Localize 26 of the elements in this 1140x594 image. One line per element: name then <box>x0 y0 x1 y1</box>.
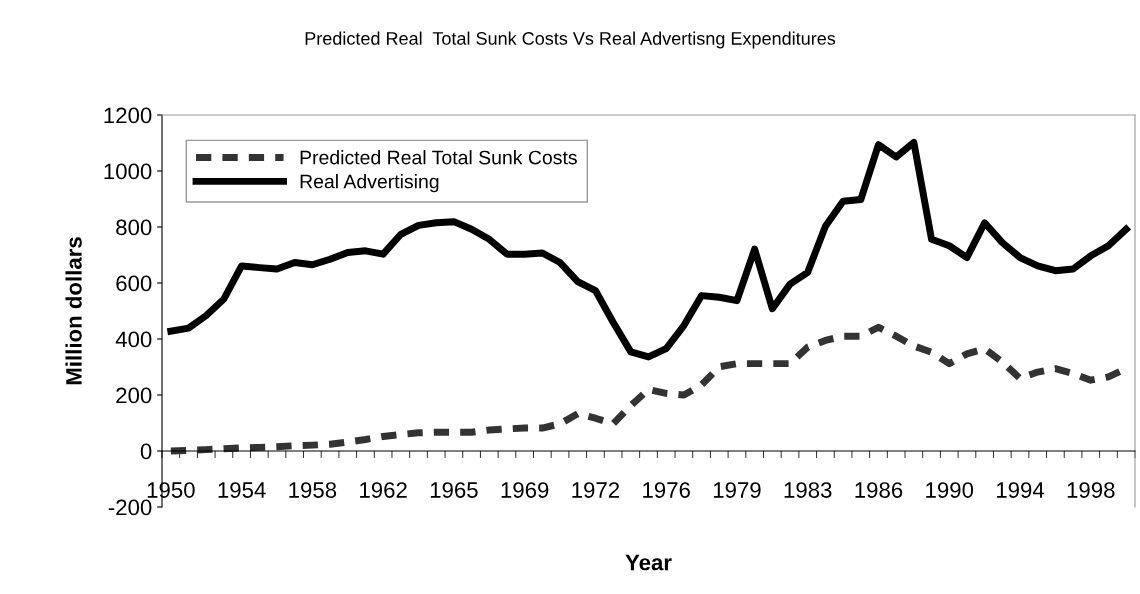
x-tick-label: 1962 <box>360 482 407 498</box>
x-tick-label: 1998 <box>1067 482 1115 498</box>
x-tick-label: 1969 <box>501 482 549 498</box>
x-tick-label: 1990 <box>926 482 974 498</box>
y-axis-title: Million dollars <box>65 237 82 385</box>
y-tick-label: 200 <box>116 387 152 404</box>
x-tick-label: 1986 <box>855 482 903 498</box>
y-tick-label: 400 <box>115 331 152 348</box>
legend-label: Predicted Real Total Sunk Costs <box>300 150 577 165</box>
chart-title: Predicted Real Total Sunk Costs Vs Real Advertisng Expenditures <box>305 31 836 49</box>
x-tick-label: 1979 <box>713 482 761 498</box>
y-tick-label: 0 <box>140 443 152 460</box>
x-tick-label: 1965 <box>430 482 478 498</box>
y-tick-label: 800 <box>116 219 152 236</box>
x-tick-label: 1972 <box>572 482 620 498</box>
x-tick-label: 1954 <box>218 482 266 498</box>
y-tick-label: 600 <box>116 275 152 292</box>
y-tick-label: -200 <box>108 499 152 516</box>
legend-label: Real Advertising <box>300 174 439 193</box>
y-tick-label: 1200 <box>104 107 152 124</box>
x-tick-label: 1958 <box>289 482 337 498</box>
x-axis-title: Year <box>625 554 672 571</box>
x-tick-label: 1983 <box>784 482 832 498</box>
y-tick-label: 1000 <box>104 163 152 180</box>
x-tick-label: 1976 <box>643 482 690 498</box>
x-tick-label: 1994 <box>996 482 1045 498</box>
